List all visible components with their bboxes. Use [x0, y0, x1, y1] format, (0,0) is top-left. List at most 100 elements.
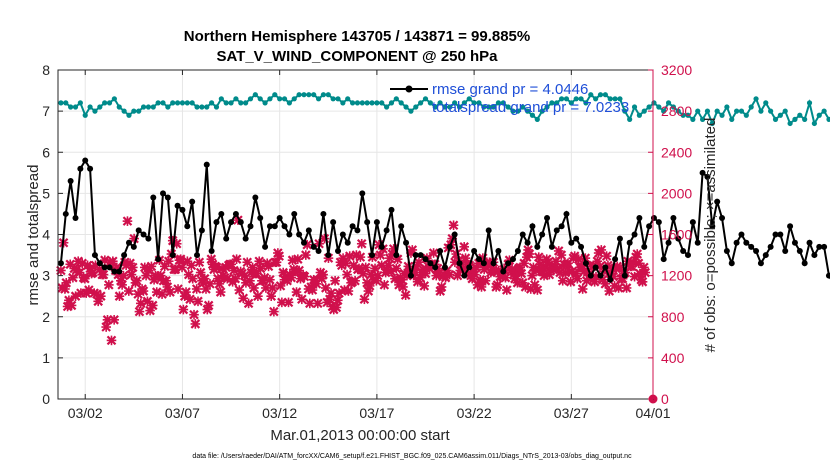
obs-marker: [340, 258, 351, 269]
y-right-tick-label: 800: [661, 309, 685, 325]
obs-marker: [66, 300, 77, 311]
y-right-tick-label: 2800: [661, 103, 692, 119]
rmse-point: [626, 239, 633, 246]
obs-marker: [203, 300, 214, 311]
rmse-point: [500, 268, 507, 275]
rmse-point: [135, 227, 142, 234]
rmse-point: [437, 247, 444, 254]
spread-point: [306, 92, 312, 98]
x-tick-label: 03/07: [165, 405, 200, 421]
rmse-point: [359, 190, 366, 197]
spread-point: [495, 100, 502, 106]
obs-marker: [283, 297, 294, 308]
obs-marker: [231, 254, 242, 264]
obs-marker: [138, 286, 149, 296]
obs-marker: [500, 272, 511, 283]
spread-point: [806, 100, 813, 106]
rmse-point: [602, 264, 609, 271]
obs-marker: [492, 280, 503, 290]
rmse-point: [655, 219, 662, 226]
obs-marker: [134, 306, 145, 317]
rmse-point: [354, 227, 361, 234]
x-tick-label: 04/01: [635, 405, 670, 421]
obs-marker: [332, 295, 343, 306]
rmse-point: [296, 231, 303, 238]
rmse-point: [641, 243, 648, 250]
obs-marker: [501, 285, 512, 295]
rmse-point: [228, 219, 235, 226]
spread-point: [189, 100, 195, 106]
obs-marker: [299, 271, 310, 282]
rmse-point: [335, 247, 341, 254]
obs-marker: [123, 286, 134, 296]
right-y-axis-label: # of obs: o=possible; ×=assimilated: [702, 118, 719, 353]
obs-marker: [428, 248, 439, 258]
rmse-point: [67, 178, 74, 185]
y-right-tick-label: 400: [661, 350, 685, 366]
spread-point: [724, 104, 730, 110]
spread-point: [685, 112, 691, 118]
spread-point: [743, 112, 749, 118]
spread-point: [398, 100, 404, 106]
obs-marker: [127, 262, 138, 273]
rmse-point: [816, 243, 823, 250]
rmse-point: [723, 247, 730, 254]
obs-marker: [286, 272, 296, 283]
y-right-tick-label: 3200: [661, 62, 692, 78]
spread-point: [753, 96, 759, 102]
rmse-point: [558, 223, 565, 230]
spread-point: [588, 92, 594, 98]
rmse-point: [252, 194, 259, 201]
spread-point: [427, 100, 433, 106]
rmse-point: [286, 231, 293, 238]
spread-point: [646, 104, 652, 110]
obs-marker: [243, 298, 254, 309]
spread-point: [758, 108, 764, 114]
obs-marker: [398, 282, 408, 292]
obs-marker: [516, 268, 527, 279]
rmse-point: [694, 239, 701, 246]
spread-point: [340, 100, 346, 106]
rmse-point: [257, 215, 264, 222]
rmse-point: [587, 272, 594, 279]
obs-marker: [621, 283, 632, 293]
obs-marker: [215, 287, 226, 297]
rmse-point: [675, 235, 682, 242]
spread-point: [797, 112, 803, 118]
right-y-axis: 0 400 800 1200 1600 2000 2400 2800 3200: [648, 62, 692, 407]
rmse-point: [262, 243, 269, 250]
obs-marker: [556, 250, 567, 260]
spread-point: [709, 120, 715, 127]
obs-marker: [274, 251, 284, 261]
spread-point: [218, 96, 224, 102]
spread-point: [651, 100, 657, 106]
chart-title: Northern Hemisphere 143705 / 143871 = 99…: [184, 28, 530, 45]
rmse-point: [772, 231, 779, 238]
rmse-point: [553, 227, 560, 234]
spread-point: [384, 104, 390, 110]
rmse-point: [407, 272, 414, 279]
obs-marker: [342, 269, 352, 280]
rmse-point: [291, 210, 298, 217]
rmse-point: [412, 252, 419, 259]
rmse-point: [194, 252, 201, 259]
obs-marker: [253, 291, 263, 301]
spread-point: [461, 100, 467, 106]
rmse-point: [811, 252, 818, 259]
spread-point: [131, 108, 137, 114]
legend-rmse-label: rmse grand pr = 4.0446: [432, 81, 588, 98]
obs-marker: [205, 279, 215, 289]
legend-rmse-marker: [405, 85, 413, 93]
rmse-point: [403, 239, 410, 246]
obs-marker: [400, 290, 411, 300]
spread-point: [826, 116, 830, 122]
rmse-point: [383, 227, 390, 234]
obs-marker: [360, 262, 371, 273]
spread-point: [782, 108, 788, 114]
spread-point: [729, 116, 735, 122]
spread-point: [243, 100, 249, 106]
spread-point: [734, 108, 740, 114]
spread-point: [320, 92, 327, 98]
rmse-point: [825, 272, 830, 279]
